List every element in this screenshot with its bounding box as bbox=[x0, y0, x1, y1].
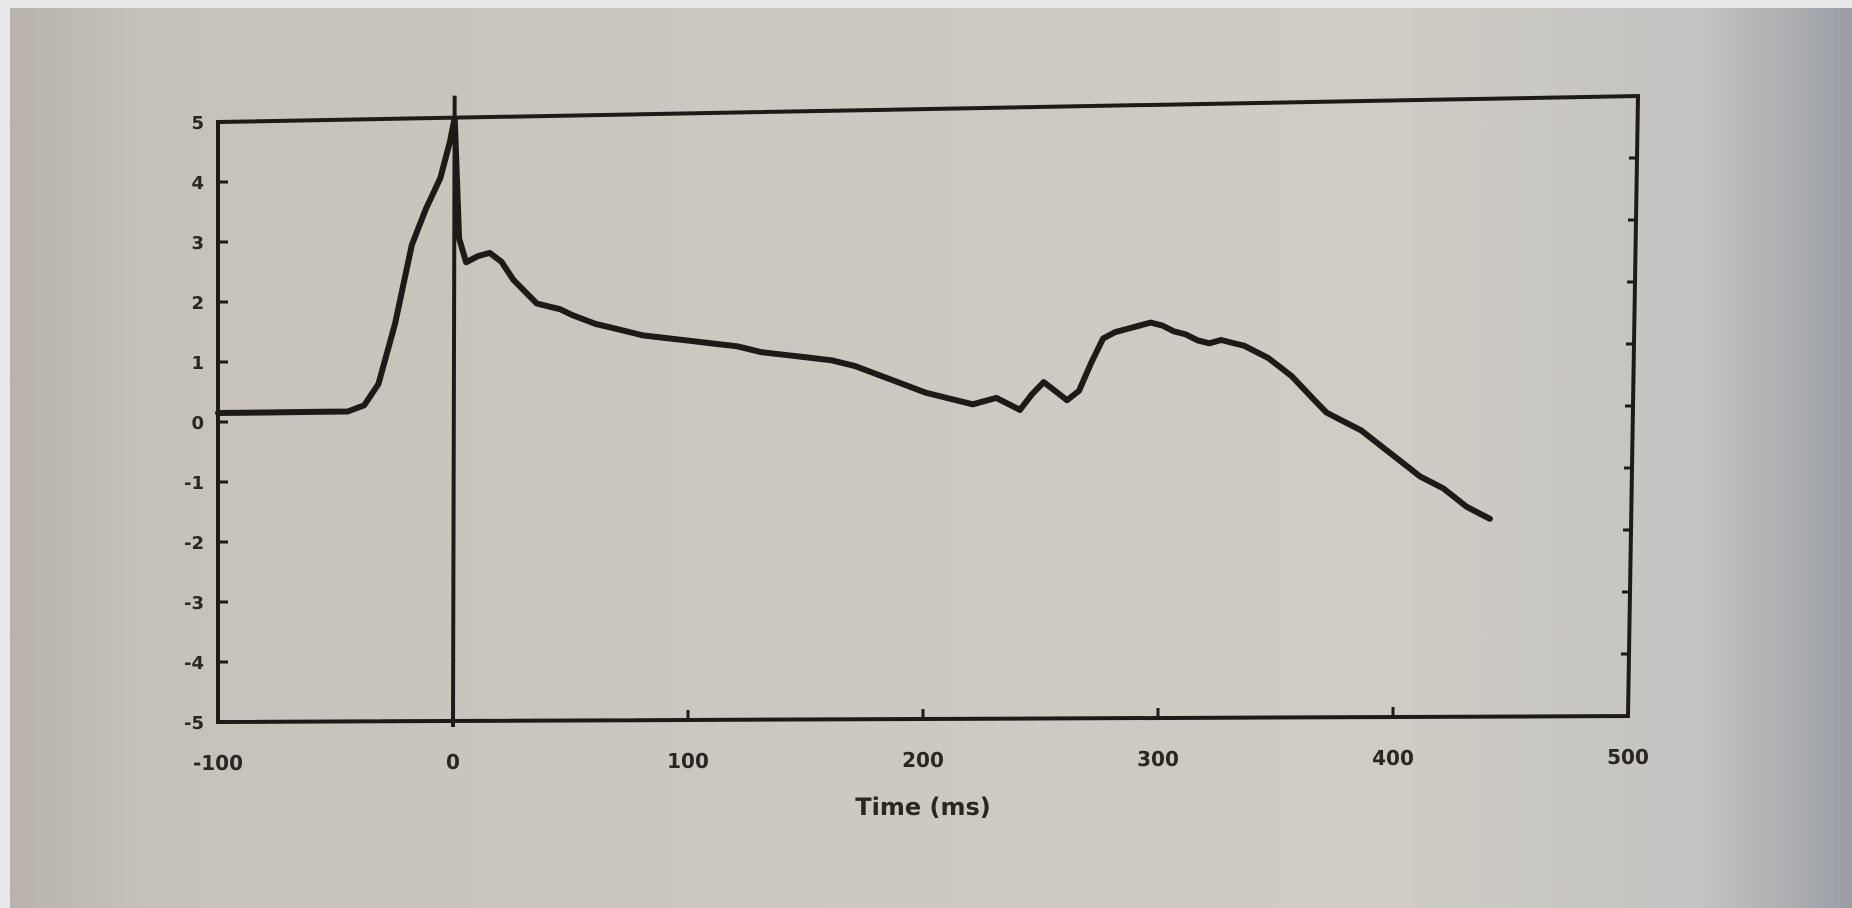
y-tick-label: 5 bbox=[191, 113, 204, 134]
y-tick-label: 1 bbox=[191, 353, 204, 374]
x-tick-label: -100 bbox=[193, 751, 243, 775]
x-tick-label: 0 bbox=[446, 750, 460, 774]
series-line bbox=[215, 114, 1493, 522]
x-axis-label: Time (ms) bbox=[855, 793, 990, 821]
x-tick-label: 400 bbox=[1372, 746, 1414, 770]
plot-frame bbox=[216, 93, 1641, 725]
right-axis-ticks bbox=[1620, 94, 1638, 718]
y-tick-label: -5 bbox=[184, 713, 204, 734]
x-tick-label: 500 bbox=[1607, 745, 1649, 769]
series-layer bbox=[215, 114, 1493, 522]
photo-top-border bbox=[0, 0, 1852, 8]
y-axis-ticks: 5 4 3 2 1 0 -1 -2 -3 -4 -5 bbox=[184, 113, 228, 734]
chart-frame bbox=[216, 93, 1641, 725]
y-tick-label: -4 bbox=[184, 653, 204, 674]
x-axis-ticks: -100 0 100 200 300 400 500 bbox=[193, 706, 1649, 775]
x-tick-label: 200 bbox=[902, 748, 944, 772]
y-tick-label: -2 bbox=[184, 533, 204, 554]
event-marker-line bbox=[451, 95, 457, 728]
photo-left-border bbox=[0, 0, 10, 908]
x-tick-label: 100 bbox=[667, 749, 709, 773]
y-tick-label: 2 bbox=[191, 293, 204, 314]
y-tick-label: -3 bbox=[184, 593, 204, 614]
y-tick-label: 0 bbox=[191, 413, 204, 434]
y-tick-label: 4 bbox=[191, 173, 204, 194]
y-tick-label: 3 bbox=[191, 233, 204, 254]
event-marker bbox=[451, 95, 457, 728]
y-tick-label: -1 bbox=[184, 473, 204, 494]
x-tick-label: 300 bbox=[1137, 747, 1179, 771]
